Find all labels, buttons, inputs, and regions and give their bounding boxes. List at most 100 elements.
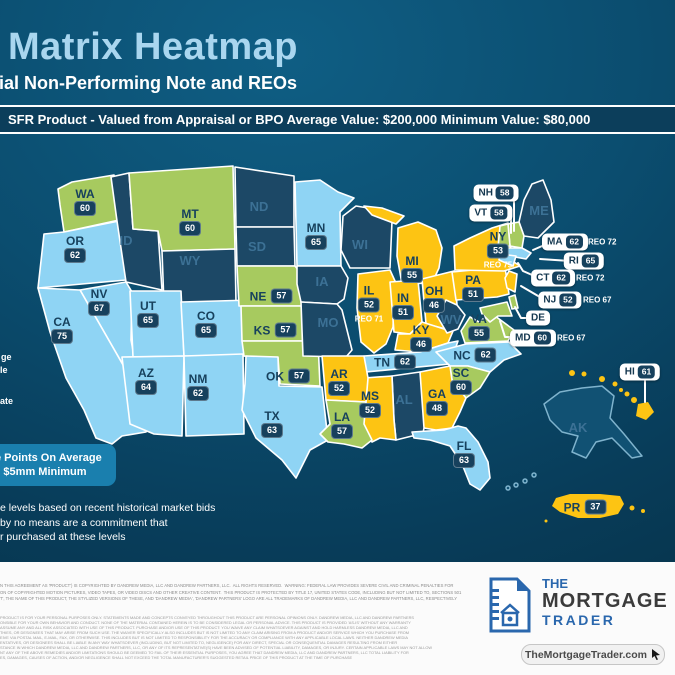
state-shape-hi — [599, 376, 605, 382]
callout-value-badge: 61 — [637, 365, 656, 379]
state-shape-hi — [569, 370, 575, 376]
state-abbr: NY — [489, 229, 507, 244]
callout-abbr: RI — [568, 255, 579, 267]
disclaimer-line1: e levels based on recent historical mark… — [0, 502, 216, 514]
callout-abbr: MA — [546, 236, 563, 248]
state-label-oh: OH 46 — [422, 285, 446, 313]
callout-ri: RI 65 — [563, 252, 605, 270]
pricing-note-box: ge Points On Average $5mm Minimum — [0, 444, 116, 486]
state-label-ne: NE 57 — [249, 288, 293, 304]
state-abbr: IL — [363, 283, 375, 298]
callout-value-badge: 62 — [565, 235, 584, 249]
legal-fineprint-block1: N THIS AGREEMENT AS 'PRODUCT') IS COPYRI… — [0, 583, 462, 602]
state-value-badge: 60 — [73, 201, 97, 216]
state-value-badge: 57 — [270, 288, 293, 304]
state-label-co: CO 65 — [194, 309, 218, 338]
state-abbr: AK — [568, 420, 588, 435]
state-shape-ak — [543, 385, 643, 459]
state-label-nm: NM 62 — [186, 372, 210, 401]
state-shape-ia — [296, 265, 349, 305]
state-shape-de — [508, 294, 519, 310]
callout-ct: CT 62 — [531, 269, 575, 287]
callout-value-badge: 60 — [533, 331, 552, 345]
state-abbr: AZ — [137, 366, 154, 380]
state-shape-wi — [340, 205, 393, 269]
state-label-il: IL 52 REO 71 — [355, 285, 383, 324]
callout-abbr: CT — [536, 272, 550, 284]
state-value-badge: 62 — [474, 347, 497, 363]
pr-small-island — [629, 505, 635, 511]
state-label-ok: OK 57 — [265, 368, 311, 384]
state-shape-md — [479, 301, 513, 323]
state-shape-nd — [234, 166, 295, 228]
document-house-icon — [489, 577, 531, 633]
state-label-ny: NY 53 REO 75 — [484, 231, 512, 270]
callout-vt: VT 58 — [469, 204, 513, 222]
state-value-badge: 60 — [449, 380, 473, 395]
state-label-me: ME — [529, 204, 549, 217]
state-abbr: WA — [75, 187, 95, 201]
ak-aleutian-island — [513, 482, 519, 488]
state-abbr: NM — [188, 372, 208, 386]
logo-line-the: THE — [542, 576, 568, 591]
state-abbr: MS — [360, 389, 379, 403]
state-shape-nj — [504, 270, 518, 293]
state-value-badge: 64 — [134, 380, 158, 395]
pricing-note-line1: ge Points On Average — [0, 452, 102, 464]
state-abbr: OK — [265, 369, 284, 383]
ak-aleutian-island — [505, 485, 511, 491]
state-label-ms: MS 52 — [358, 389, 382, 418]
state-abbr: TN — [373, 355, 390, 369]
market-disclaimer: e levels based on recent historical mark… — [0, 501, 215, 545]
state-abbr: NV — [90, 287, 108, 301]
state-label-ks: KS 57 — [254, 322, 297, 338]
state-value-badge: 53 — [486, 243, 509, 259]
state-value-badge: 52 — [357, 297, 380, 313]
state-value-badge: 75 — [50, 329, 74, 344]
state-value-badge: 63 — [452, 453, 476, 468]
state-abbr: ID — [119, 233, 133, 248]
legend-fragment-3: ate — [0, 396, 14, 406]
state-abbr: MN — [306, 221, 326, 235]
state-abbr: NE — [249, 289, 267, 303]
state-abbr: CO — [196, 309, 215, 323]
state-label-az: AZ 64 — [134, 366, 158, 395]
state-value-badge: 51 — [391, 305, 415, 320]
state-value-badge: 46 — [422, 298, 446, 313]
state-value-badge: 55 — [467, 326, 491, 341]
callout-ma: MA 62 — [541, 233, 589, 251]
legal-fineprint-block2: PRODUCT IS FOR YOUR PERSONAL PURPOSES ON… — [0, 615, 433, 660]
state-label-pr: PR 37 — [564, 499, 607, 515]
callout-nj-reo: REO 67 — [583, 295, 612, 305]
state-value-badge: 63 — [260, 423, 284, 438]
callout-abbr: VT — [474, 207, 488, 219]
state-value-badge: 65 — [136, 313, 160, 328]
state-shape-mo — [300, 301, 353, 358]
mortgage-trader-logo: THE MORTGAGE TRADER — [487, 577, 668, 633]
state-abbr: SC — [452, 366, 470, 380]
callout-ma-reo: REO 72 — [588, 237, 617, 247]
logo-line-mortgage: MORTGAGE — [542, 590, 668, 612]
footer: N THIS AGREEMENT AS 'PRODUCT') IS COPYRI… — [0, 562, 675, 675]
callout-value-badge: 62 — [552, 271, 570, 285]
logo-text: THE MORTGAGE TRADER — [542, 576, 668, 629]
page-subtitle: ial Non-Performing Note and REOs — [0, 73, 298, 93]
state-value-badge: 52 — [358, 403, 382, 418]
callout-md-reo: REO 67 — [557, 333, 586, 343]
callout-abbr: NH — [478, 187, 493, 199]
state-abbr: WY — [179, 253, 201, 268]
state-label-tn: TN 62 — [373, 354, 417, 370]
state-shape-nm — [183, 353, 245, 437]
state-abbr: LA — [333, 410, 350, 424]
website-button[interactable]: TheMortgageTrader.com — [521, 644, 665, 665]
callout-nj: NJ 52 — [538, 291, 582, 309]
callout-value-badge: 52 — [559, 293, 577, 307]
callout-value-badge: 65 — [581, 254, 600, 268]
state-value-badge: 60 — [178, 221, 202, 236]
state-label-sd: SD — [248, 240, 266, 253]
state-shape-me — [518, 179, 555, 239]
state-shape-mi-up — [363, 205, 405, 225]
state-abbr: OR — [65, 234, 84, 248]
callout-value-badge: 58 — [490, 206, 508, 220]
